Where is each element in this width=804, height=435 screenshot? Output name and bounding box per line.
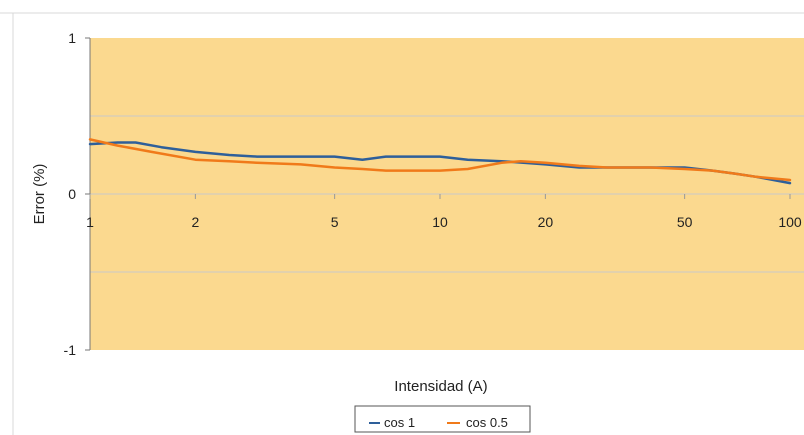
x-axis-title: Intensidad (A) xyxy=(394,378,487,395)
legend: cos 1 cos 0.5 xyxy=(354,405,531,433)
series-line-1 xyxy=(88,138,792,182)
y-tick-label-2: -1 xyxy=(64,342,77,358)
y-tick-label-1: 0 xyxy=(68,186,76,202)
axes xyxy=(85,37,791,351)
x-tick-label-3: 10 xyxy=(432,214,448,230)
x-tick-label-2: 5 xyxy=(331,214,339,230)
x-tick-label-4: 20 xyxy=(538,214,554,230)
tick-labels: 10-11 2 5 10 20 50 100 xyxy=(64,30,802,358)
x-tick-label-1: 2 xyxy=(191,214,199,230)
y-tick-label-0: 1 xyxy=(68,30,76,46)
x-tick-label-6: 100 xyxy=(778,214,802,230)
legend-box xyxy=(354,405,531,433)
y-axis-title: Error (%) xyxy=(31,164,48,225)
series-lines xyxy=(88,138,792,185)
x-tick-label-5: 50 xyxy=(677,214,693,230)
x-tick-label-0: 1 xyxy=(86,214,94,230)
legend-label-cos-1: cos 1 xyxy=(384,415,415,430)
legend-label-cos-0-5: cos 0.5 xyxy=(466,415,508,430)
